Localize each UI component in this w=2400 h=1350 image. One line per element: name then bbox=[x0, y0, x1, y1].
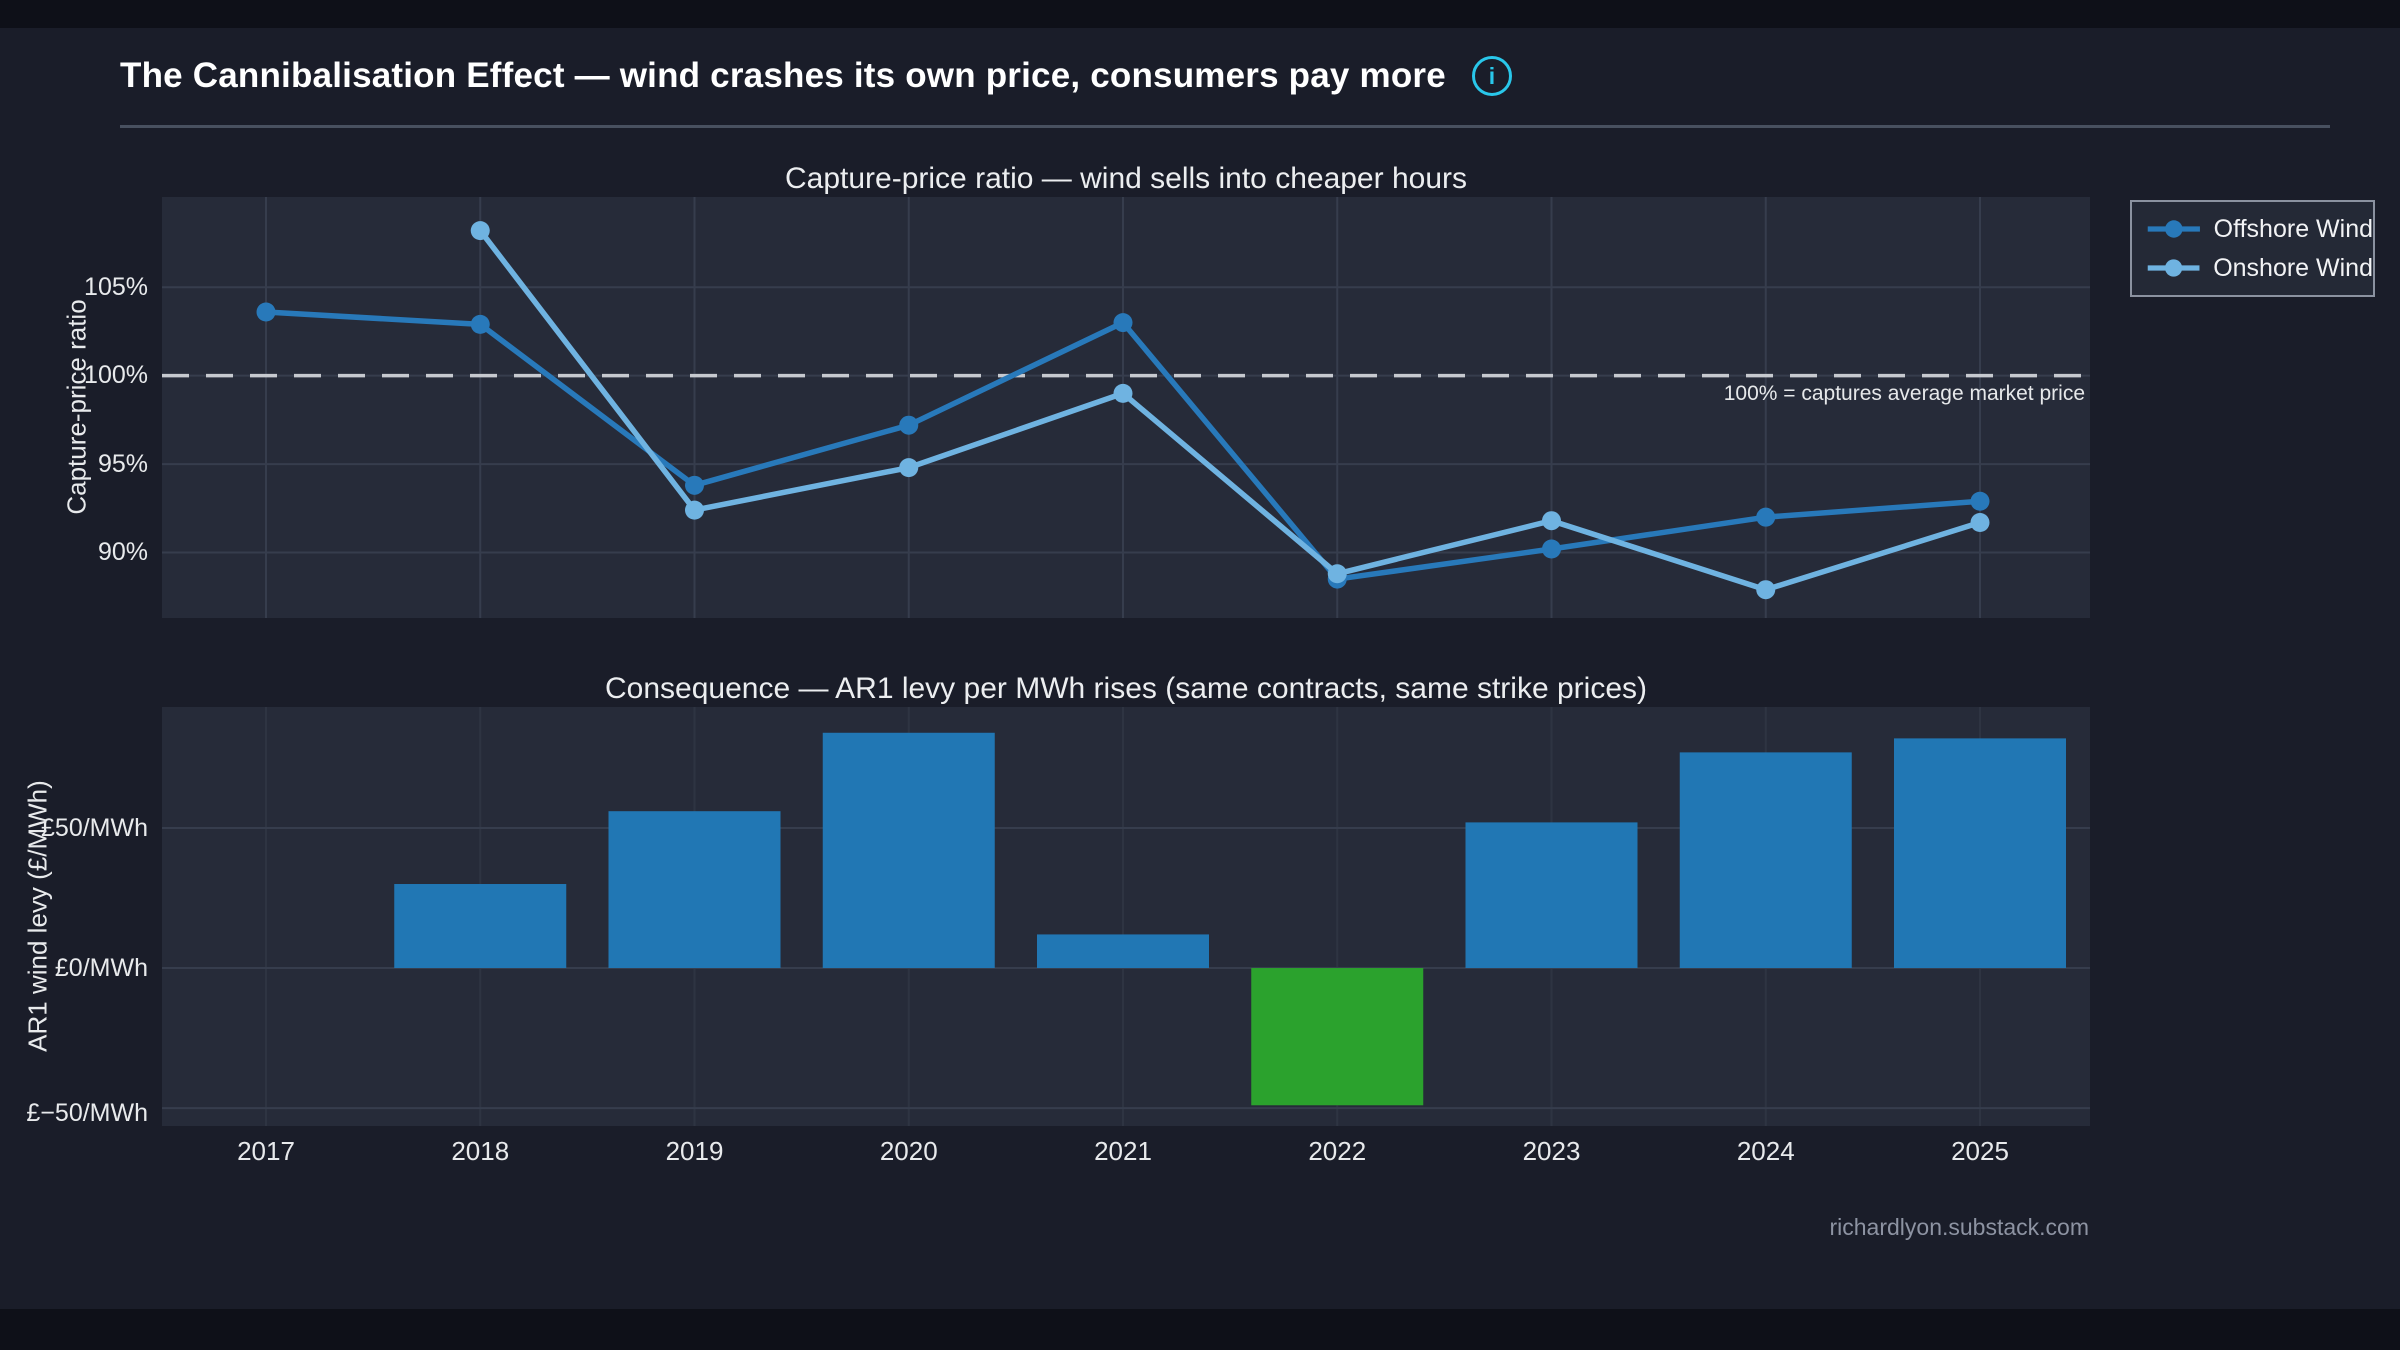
x-tick-label: 2025 bbox=[1951, 1136, 2009, 1166]
title-divider bbox=[120, 125, 2330, 128]
capture-ratio-svg bbox=[162, 197, 2090, 618]
x-tick-label: 2023 bbox=[1522, 1136, 1581, 1166]
data-point bbox=[1970, 491, 1990, 511]
legend: Offshore Wind Onshore Wind bbox=[2130, 200, 2375, 297]
levy-bar bbox=[394, 884, 567, 969]
y-tick-0mwh: £0/MWh bbox=[54, 954, 148, 982]
data-point bbox=[470, 314, 490, 334]
header: The Cannibalisation Effect — wind crashe… bbox=[120, 56, 1512, 96]
capture-ratio-plot bbox=[162, 197, 2090, 618]
capture-ratio-title: Capture-price ratio — wind sells into ch… bbox=[785, 162, 1467, 195]
y-tick-neg50mwh: £−50/MWh bbox=[26, 1099, 148, 1127]
data-point bbox=[1327, 564, 1347, 584]
x-tick-label: 2021 bbox=[1094, 1136, 1152, 1166]
levy-bar bbox=[822, 732, 995, 969]
offshore-line-swatch bbox=[2147, 220, 2200, 238]
levy-title: Consequence — AR1 levy per MWh rises (sa… bbox=[604, 672, 1648, 705]
data-point bbox=[899, 458, 919, 478]
data-point bbox=[1113, 383, 1133, 403]
y-tick-105: 105% bbox=[84, 273, 148, 301]
y-tick-100: 100% bbox=[84, 361, 148, 389]
data-point bbox=[1756, 580, 1776, 600]
info-icon: i bbox=[1471, 56, 1512, 96]
x-tick-label: 2024 bbox=[1736, 1136, 1795, 1166]
legend-row-offshore: Offshore Wind bbox=[2146, 215, 2373, 244]
levy-bar bbox=[608, 811, 781, 969]
y-tick-95: 95% bbox=[97, 450, 148, 478]
data-point bbox=[470, 221, 490, 241]
data-point bbox=[1542, 511, 1561, 531]
data-point bbox=[1756, 507, 1776, 527]
x-tick-label: 2017 bbox=[237, 1136, 295, 1166]
page-title: The Cannibalisation Effect — wind crashe… bbox=[120, 56, 1446, 95]
levy-bar bbox=[1251, 968, 1424, 1106]
legend-row-onshore: Onshore Wind bbox=[2146, 254, 2373, 283]
data-point bbox=[1970, 512, 1990, 532]
data-point bbox=[685, 500, 704, 520]
x-tick-label: 2020 bbox=[879, 1136, 938, 1166]
legend-label-onshore: Onshore Wind bbox=[2213, 253, 2373, 282]
letterbox-bottom bbox=[0, 1309, 2400, 1350]
x-tick-label: 2018 bbox=[451, 1136, 510, 1166]
attribution: richardlyon.substack.com bbox=[1829, 1214, 2090, 1240]
levy-svg bbox=[162, 707, 2090, 1126]
x-tick-label: 2019 bbox=[665, 1136, 724, 1166]
data-point bbox=[899, 415, 919, 435]
levy-plot bbox=[162, 707, 2090, 1126]
data-point bbox=[685, 475, 704, 495]
legend-label-offshore: Offshore Wind bbox=[2213, 214, 2373, 243]
onshore-line-swatch bbox=[2147, 259, 2200, 277]
reference-line-annotation: 100% = captures average market price bbox=[1723, 382, 2085, 405]
levy-bar bbox=[1465, 822, 1638, 969]
levy-bar bbox=[1037, 934, 1209, 969]
letterbox-top bbox=[0, 0, 2400, 28]
levy-bar bbox=[1679, 752, 1852, 969]
data-point bbox=[1113, 313, 1133, 333]
y-tick-90: 90% bbox=[97, 538, 148, 566]
y-tick-50mwh: £50/MWh bbox=[41, 814, 148, 842]
levy-bar bbox=[1894, 738, 2066, 969]
data-point bbox=[1542, 539, 1561, 559]
x-tick-label: 2022 bbox=[1308, 1136, 1367, 1166]
capture-ratio-ylabel: Capture-price ratio bbox=[61, 299, 92, 515]
data-point bbox=[256, 302, 276, 322]
